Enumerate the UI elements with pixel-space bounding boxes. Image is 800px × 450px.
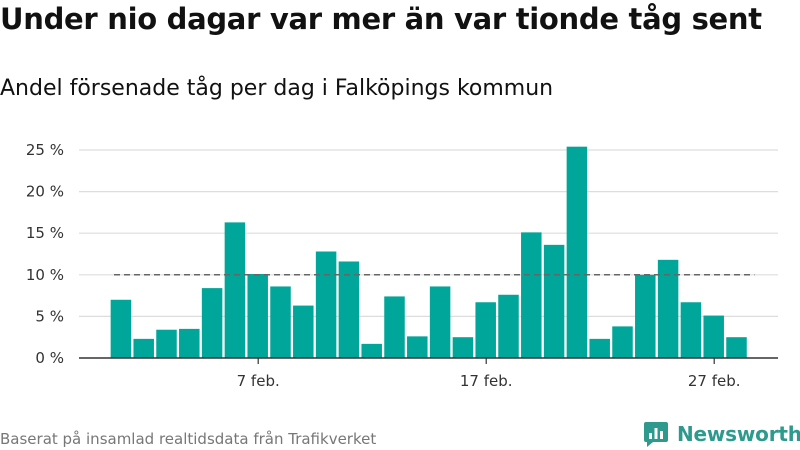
- bar: [315, 251, 337, 358]
- bar-chart: 0 % 5 % 10 % 15 % 20 % 25 % 7 feb. 17 feb. 27 fe…: [26, 141, 778, 390]
- newsworthy-logo: Newsworthy: [643, 420, 800, 448]
- bar: [247, 273, 268, 358]
- bar: [452, 337, 474, 358]
- bar: [110, 299, 132, 358]
- bar: [589, 338, 610, 358]
- y-tick-label: 20 %: [26, 183, 64, 201]
- bar: [475, 302, 496, 358]
- source-note: Baserat på insamlad realtidsdata från Tr…: [0, 430, 377, 448]
- bar: [384, 296, 405, 358]
- x-tick-label: 17 feb.: [460, 372, 513, 390]
- bar: [566, 146, 588, 358]
- y-tick-label: 25 %: [26, 141, 64, 159]
- bar: [635, 274, 656, 358]
- bar: [338, 261, 360, 358]
- bar: [429, 286, 451, 358]
- bar: [657, 259, 679, 358]
- y-tick-label: 10 %: [26, 266, 64, 284]
- bar: [156, 329, 177, 358]
- bar: [498, 294, 519, 358]
- x-tick-label: 27 feb.: [688, 372, 741, 390]
- newsworthy-logo-text: Newsworthy: [677, 422, 800, 446]
- x-tick-label: 7 feb.: [237, 372, 280, 390]
- y-tick-label: 15 %: [26, 224, 64, 242]
- chart-title: Under nio dagar var mer än var tionde tå…: [0, 2, 762, 36]
- bar: [407, 336, 428, 358]
- bar: [270, 286, 291, 358]
- y-tick-label: 0 %: [35, 349, 64, 367]
- bar: [179, 328, 200, 358]
- chart-subtitle: Andel försenade tåg per dag i Falköpings…: [0, 76, 554, 101]
- newsworthy-logo-icon: [644, 422, 668, 447]
- bar: [543, 244, 565, 358]
- y-tick-label: 5 %: [35, 307, 64, 325]
- bar: [612, 326, 633, 358]
- bar: [293, 305, 314, 358]
- bar: [224, 222, 246, 358]
- bar: [726, 337, 747, 358]
- bar: [680, 302, 702, 358]
- bar: [361, 343, 382, 358]
- bar: [201, 288, 223, 358]
- bar: [521, 232, 542, 358]
- bar: [703, 315, 724, 358]
- bar: [133, 338, 154, 358]
